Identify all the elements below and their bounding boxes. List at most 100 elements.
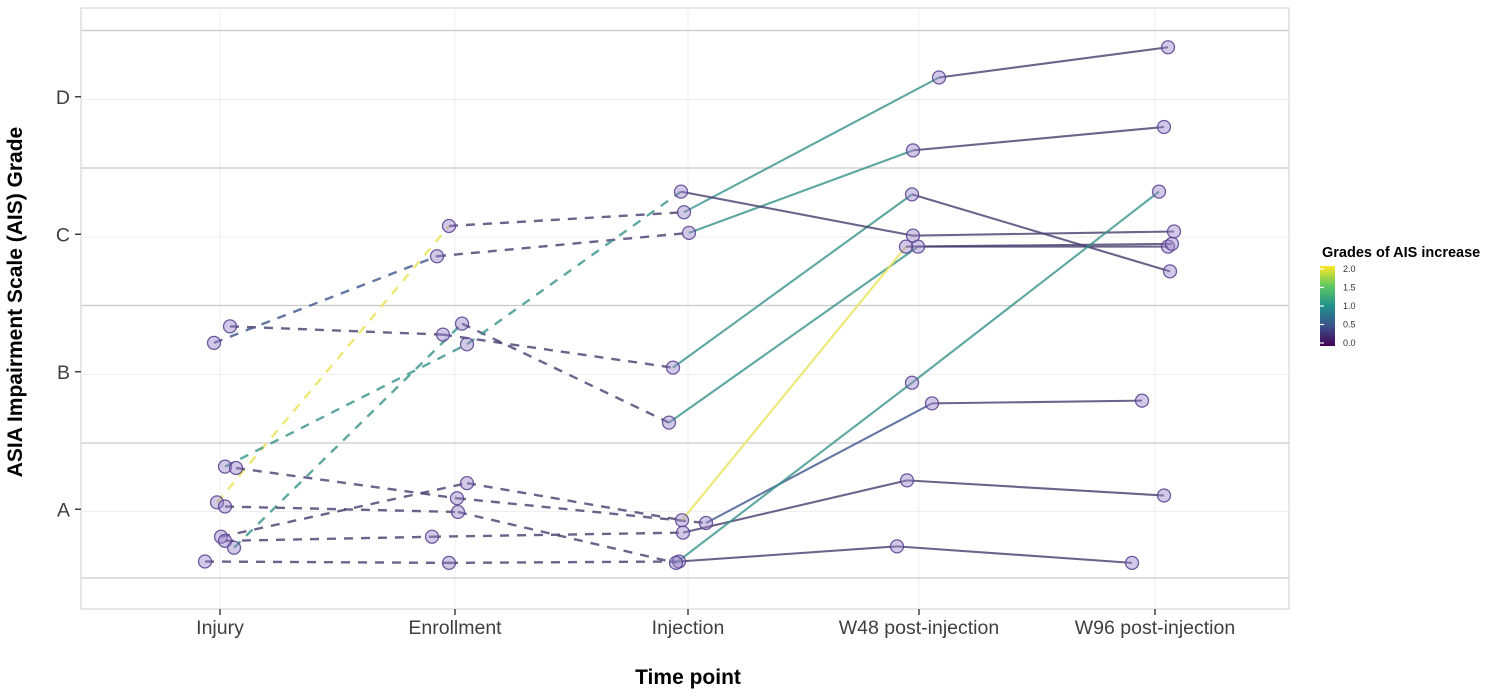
data-point [924,396,940,411]
data-point [904,187,920,202]
data-point [217,533,233,549]
trajectory-segment [213,255,438,344]
data-point [222,319,238,334]
trajectory-segment [911,190,1160,384]
data-point [889,539,905,554]
legend-tick-label: 0.5 [1343,320,1356,330]
data-point [1124,555,1140,571]
trajectory-segment [448,560,680,565]
data-point [905,228,921,243]
y-tick-label: A [57,499,70,521]
data-point [675,525,691,540]
data-point [449,491,465,506]
data-point [441,555,457,571]
data-point [1164,236,1180,252]
trajectory-segment [436,231,690,258]
trajectory-segment [235,466,458,500]
trajectory-segment [912,125,1165,152]
trajectory-segment [224,343,468,468]
trajectory-segment [229,325,444,336]
trajectory-segment [204,560,450,565]
data-point [1134,393,1150,408]
trajectory-segment [233,322,463,549]
trajectory-segment [680,190,914,237]
data-point [424,529,440,544]
data-point [674,513,690,528]
data-point [213,529,229,544]
y-tick-label: D [56,87,70,109]
trajectory-segment [682,479,908,534]
trajectory-segment [905,242,1173,248]
legend: Grades of AIS increase 2.0 1.5 1.0 0.5 0.0 [1320,245,1480,348]
trajectory-segment [668,245,919,424]
trajectory-segment [442,333,674,369]
trajectory-segment [675,381,913,564]
x-tick-label: Injection [652,617,725,639]
legend-title: Grades of AIS increase [1322,245,1480,261]
legend-tick-label: 2.0 [1343,264,1356,274]
data-point [661,415,677,430]
data-point [217,459,233,474]
data-point [698,515,714,531]
legend-tick-label: 0.0 [1343,338,1356,348]
trajectory-segment [672,193,913,369]
legend-tick-label: 1.0 [1343,301,1356,311]
trajectory-segment [688,149,914,234]
x-tick-label: W96 post-injection [1075,617,1235,639]
data-point [668,555,684,571]
data-point [931,70,947,85]
x-tick-label: W48 post-injection [839,617,999,639]
trajectory-segment [224,505,459,514]
data-point [681,225,697,241]
data-point [228,460,244,476]
x-tick-label: Injury [196,617,244,639]
data-point [459,475,475,491]
y-axis-title: ASIA Impairment Scale (AIS) Grade [4,127,27,478]
data-point [206,335,222,351]
trajectory-segment [705,402,933,524]
trajectory-segment [906,479,1165,497]
trajectory-segment [938,46,1169,79]
trajectory-segment [461,322,670,424]
data-point [1156,119,1172,135]
data-point [441,218,457,234]
data-point [1162,264,1178,279]
data-point [904,375,920,390]
data-point [454,316,470,331]
trajectory-segment [466,481,683,522]
data-point [1160,40,1176,55]
data-point [217,499,233,514]
trajectory-segment [681,245,907,521]
trajectory-segment [896,545,1133,564]
x-axis-title: Time point [635,666,741,689]
trajectory-segment [678,545,898,563]
data-point [435,327,451,342]
data-point [676,205,692,220]
trajectory-segment [931,399,1143,405]
y-tick-label: C [56,224,70,246]
x-tick-label: Enrollment [408,617,502,639]
data-point [197,554,213,569]
trajectory-segment [448,211,685,228]
data-point [429,249,445,264]
data-point [1151,184,1167,199]
data-point [1156,488,1172,503]
legend-colorbar [1320,266,1335,346]
data-point [665,360,681,375]
y-tick-label: B [57,362,70,384]
data-point [899,473,915,488]
trajectory-segment [456,497,707,525]
data-point [450,504,466,520]
data-point [898,239,914,254]
data-point [1166,224,1182,239]
data-point [209,495,225,510]
trajectory-segment [224,535,433,543]
trajectory-segment [683,76,940,214]
trajectory-segment [912,230,1175,237]
data-point [459,337,475,352]
data-point [905,143,921,158]
trajectory-segment [457,510,677,565]
data-point [673,184,689,199]
